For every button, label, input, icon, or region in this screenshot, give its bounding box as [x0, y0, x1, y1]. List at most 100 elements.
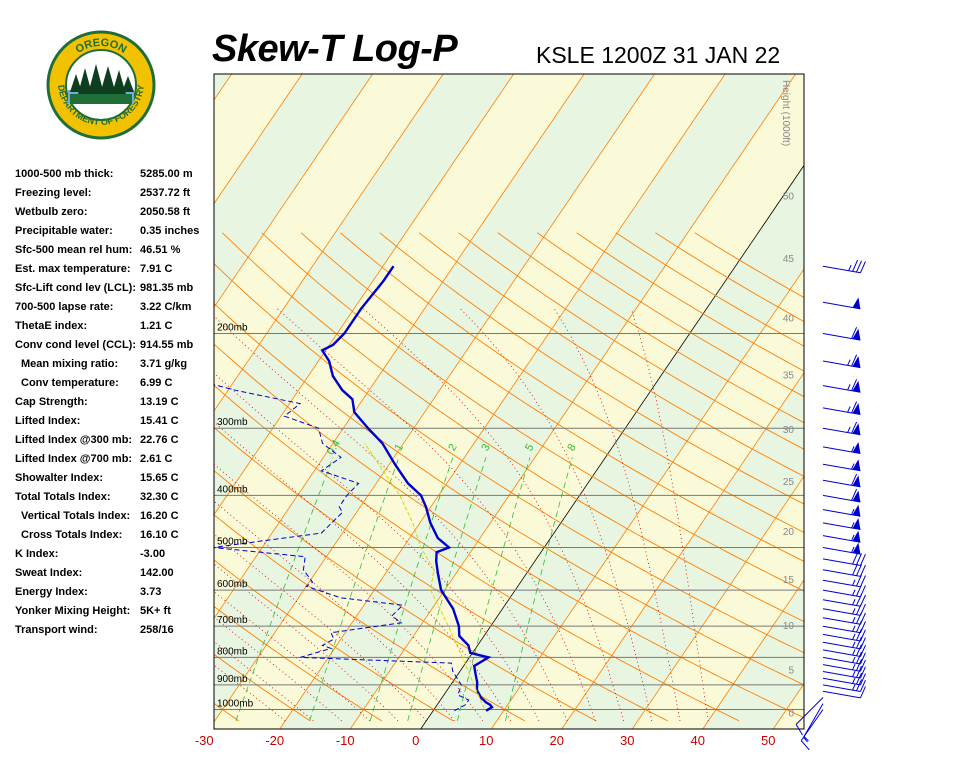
wind-barb-pennant — [852, 328, 861, 341]
dry-adiabat-line — [214, 384, 740, 722]
index-label: 700-500 lapse rate: — [15, 301, 114, 313]
index-row: Conv cond level (CCL): 914.55 mb — [15, 339, 215, 358]
mixing-ratio-line — [457, 457, 531, 721]
index-value: -3.00 — [140, 548, 166, 560]
wind-barb-flag — [851, 401, 858, 414]
index-label: Wetbulb zero: — [15, 206, 88, 218]
wind-barb-shaft — [822, 494, 861, 503]
isobar-label: 200mb — [217, 322, 248, 333]
index-row: Energy Index: 3.73 — [15, 586, 215, 605]
index-row: ThetaE index: 1.21 C — [15, 320, 215, 339]
station-time-label: KSLE 1200Z 31 JAN 22 — [536, 42, 781, 68]
wind-barb-shaft — [822, 522, 861, 530]
wind-barb-shaft — [822, 589, 861, 598]
wind-barb — [822, 686, 866, 699]
wind-barb-half — [847, 384, 851, 391]
wind-barb-flag — [859, 603, 866, 616]
index-label: Cross Totals Index: — [21, 529, 123, 541]
index-row: Freezing level: 2537.72 ft — [15, 187, 215, 206]
moist-adiabat-line — [460, 308, 653, 721]
wind-barb-shaft — [822, 407, 861, 415]
isotherm-band — [0, 74, 91, 729]
wind-barb-flag — [859, 553, 866, 566]
wind-barb-flag — [856, 260, 862, 273]
wind-barb-half — [803, 736, 809, 742]
wind-barb-pennant — [852, 380, 861, 393]
wind-barb-flag — [856, 665, 862, 678]
wind-barb-flag — [859, 644, 866, 657]
index-value: 5K+ ft — [140, 605, 171, 617]
wind-barb-half — [851, 534, 855, 541]
index-label: Cap Strength: — [15, 396, 88, 408]
index-value: 6.99 C — [140, 377, 173, 389]
wind-barb — [822, 473, 861, 488]
wind-barb-shaft — [822, 690, 861, 699]
index-label: Conv cond level (CCL): — [15, 339, 137, 351]
dry-adiabat-line — [214, 343, 804, 719]
index-row: Wetbulb zero: 2050.58 ft — [15, 206, 215, 225]
index-value: 2050.58 ft — [140, 206, 191, 218]
index-label: K Index: — [15, 548, 59, 560]
isotherm-line — [279, 74, 726, 729]
wind-barb-flag — [852, 259, 859, 272]
isobar-label: 700mb — [217, 615, 248, 626]
chart-title: Skew-T Log-P — [212, 28, 458, 70]
index-row: Cap Strength: 13.19 C — [15, 396, 215, 415]
wind-barb-shaft — [822, 333, 861, 341]
index-row: Sweat Index: 142.00 — [15, 567, 215, 586]
wind-barb-flag — [859, 686, 866, 699]
wind-barb-half — [852, 617, 856, 624]
wind-barb-shaft — [822, 427, 861, 436]
wind-barb-shaft — [822, 463, 861, 472]
wind-barb-flag — [856, 574, 862, 587]
index-row: Precipitable water: 0.35 inches — [15, 225, 215, 244]
isotherm-line — [349, 74, 796, 729]
moist-adiabat-line — [214, 463, 483, 722]
moist-adiabat-line — [214, 591, 371, 722]
plot-frame — [213, 73, 805, 730]
wind-barb-pennant — [852, 402, 861, 415]
index-label: Yonker Mixing Height: — [15, 605, 131, 617]
wind-barb-half — [852, 677, 856, 684]
mixing-ratio-label: 8 — [565, 442, 578, 453]
wind-barb — [803, 703, 824, 742]
wind-barb-flag — [859, 621, 866, 634]
isotherm-band — [214, 74, 232, 100]
wind-barb-flag — [856, 553, 862, 566]
wind-barb — [822, 441, 861, 454]
x-tick-label: 20 — [550, 733, 564, 748]
isobar-label: 500mb — [217, 537, 248, 548]
wind-barb-flag — [856, 659, 862, 671]
wind-barb-half — [847, 426, 851, 433]
height-tick-label: 45 — [783, 254, 795, 265]
isobar-label: 800mb — [217, 646, 248, 657]
wind-barb-half — [851, 546, 855, 553]
x-tick-label: 30 — [620, 733, 634, 748]
wind-barb — [822, 297, 861, 310]
wind-barb-half — [852, 589, 856, 596]
isotherm-line — [0, 74, 91, 729]
isotherm-line — [0, 74, 161, 729]
dry-adiabat-line — [497, 232, 804, 424]
wind-barb — [822, 259, 866, 274]
wind-barb — [822, 672, 866, 686]
plot-area: 0.4 1 2 3 5 8 — [0, 74, 804, 729]
index-value: 22.76 C — [140, 434, 179, 446]
wind-barb-pennant — [852, 504, 861, 517]
wind-barb — [795, 697, 824, 736]
wind-barb — [822, 659, 866, 672]
dry-adiabat-line — [214, 559, 454, 722]
wind-barb-half — [852, 670, 856, 677]
wind-barbs — [795, 259, 866, 751]
index-value: 13.19 C — [140, 396, 179, 408]
index-value: 46.51 % — [140, 244, 181, 256]
wind-barb — [822, 612, 866, 625]
x-tick-label: -10 — [336, 733, 355, 748]
index-value: 15.65 C — [140, 472, 179, 484]
wind-barb-flag — [859, 575, 866, 588]
wind-barb-flag — [851, 327, 858, 339]
wind-barb-half — [852, 656, 856, 663]
wind-barb-half — [852, 641, 856, 648]
dry-adiabat-line — [214, 427, 668, 722]
index-row: Transport wind: 258/16 — [15, 624, 215, 643]
